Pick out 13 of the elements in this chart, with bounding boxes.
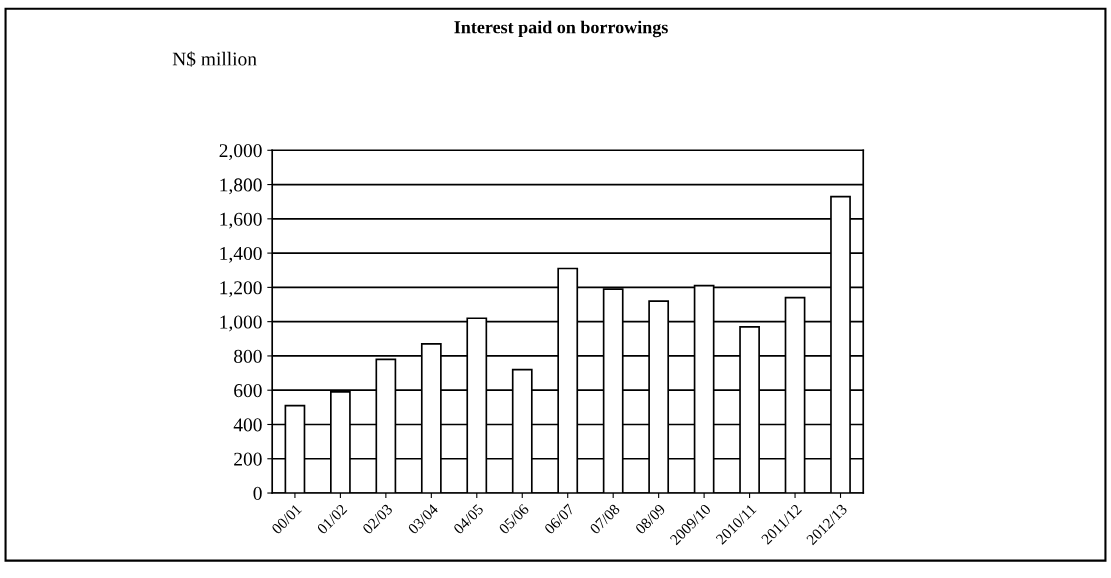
y-tick-label: 2,000: [219, 144, 262, 161]
y-tick-label: 1,000: [220, 315, 262, 332]
y-tick-label: 1,800: [220, 178, 262, 195]
y-tick-label: 0: [253, 486, 262, 500]
y-tick-label: 400: [233, 418, 262, 432]
y-tick-label: 1,400: [220, 246, 262, 263]
y-tick-label: 800: [234, 349, 262, 363]
y-tick-label: 200: [234, 452, 262, 466]
y-tick-label: 1,600: [220, 212, 262, 229]
y-tick-label: 600: [234, 384, 262, 398]
y-tick-label: 1,200: [220, 281, 262, 298]
chart-title: Interest paid on borrowings: [454, 20, 668, 38]
y-axis-title: N$ million: [172, 51, 257, 67]
